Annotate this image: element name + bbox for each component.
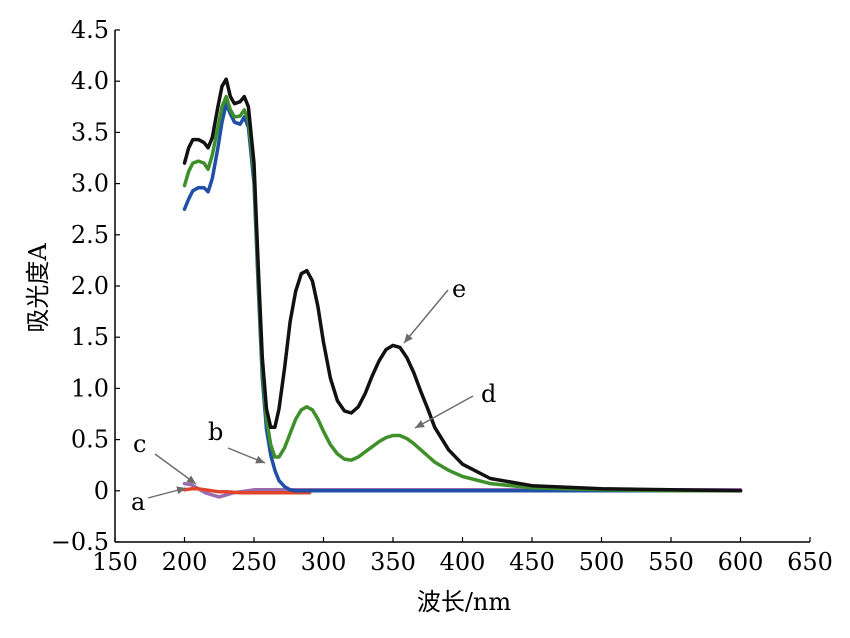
ticks: 150 200 250 300 350 400 450 500 550 600 650 −0.5 0 0.… bbox=[51, 16, 833, 576]
x-tick-label: 450 bbox=[509, 548, 555, 576]
x-tick-label: 200 bbox=[162, 548, 208, 576]
annotation-arrowhead-b bbox=[255, 455, 265, 464]
y-tick-label: 0 bbox=[94, 477, 109, 505]
x-tick-label: 500 bbox=[579, 548, 625, 576]
y-tick-label: 2.5 bbox=[71, 221, 109, 249]
annotation-arrowhead-a bbox=[176, 486, 186, 495]
y-tick-label: 3.5 bbox=[71, 118, 109, 146]
y-tick-label: 4.0 bbox=[71, 67, 109, 95]
annotation-arrowhead-e bbox=[404, 333, 413, 343]
y-axis-title: 吸光度A bbox=[24, 243, 52, 333]
y-tick-label: 1.5 bbox=[71, 323, 109, 351]
y-tick-label: 3.0 bbox=[71, 170, 109, 198]
annotation-arrow-e bbox=[403, 289, 449, 344]
y-tick-label: 2.0 bbox=[71, 272, 109, 300]
x-tick-label: 400 bbox=[440, 548, 486, 576]
annotation-label-b: b bbox=[208, 418, 223, 446]
annotation-arrowhead-d bbox=[415, 420, 425, 428]
x-tick-label: 150 bbox=[92, 548, 138, 576]
annotation-arrowhead-c bbox=[186, 475, 196, 484]
x-tick-label: 250 bbox=[231, 548, 277, 576]
series-line-e bbox=[182, 77, 743, 493]
series-layer bbox=[182, 77, 743, 499]
x-tick-label: 550 bbox=[648, 548, 694, 576]
annotation-label-a: a bbox=[131, 488, 145, 516]
series-line-a bbox=[182, 487, 312, 495]
y-tick-label: 0.5 bbox=[71, 426, 109, 454]
annotation-arrow-d bbox=[414, 395, 474, 429]
x-tick-label: 300 bbox=[301, 548, 347, 576]
series-line-d bbox=[182, 94, 743, 493]
y-tick-label: 1.0 bbox=[71, 374, 109, 402]
x-tick-label: 350 bbox=[370, 548, 416, 576]
annotation-label-e: e bbox=[452, 275, 466, 303]
y-tick-label: 4.5 bbox=[71, 16, 109, 44]
annotation-label-d: d bbox=[481, 380, 496, 408]
x-tick-label: 600 bbox=[718, 548, 764, 576]
x-axis-title: 波长/nm bbox=[417, 588, 512, 616]
annotation-label-c: c bbox=[133, 430, 146, 458]
annotations: a b c d e bbox=[131, 275, 496, 516]
y-tick-label: −0.5 bbox=[51, 528, 109, 556]
x-tick-label: 650 bbox=[787, 548, 833, 576]
